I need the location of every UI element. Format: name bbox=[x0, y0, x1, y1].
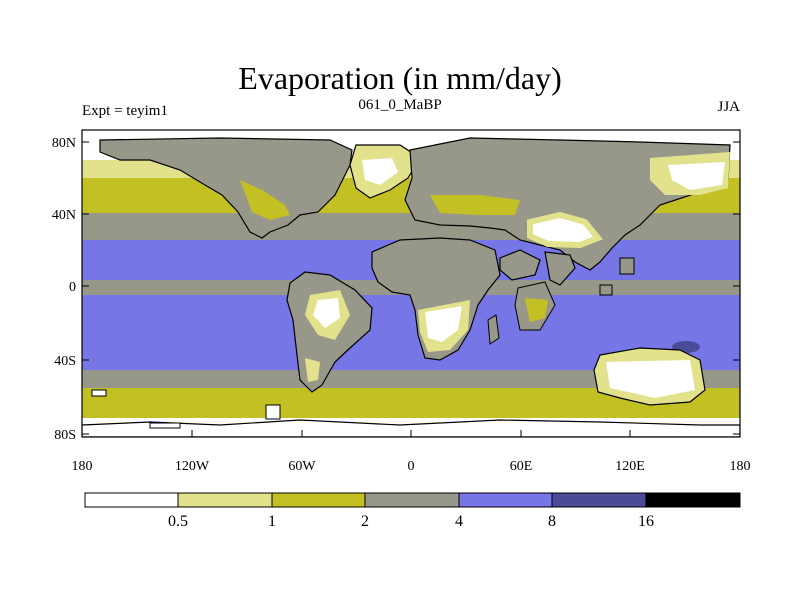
colorbar-label: 4 bbox=[455, 513, 463, 530]
x-tick-label: 60W bbox=[288, 459, 316, 474]
colorbar: 0.5 1 2 4 8 16 bbox=[84, 492, 741, 530]
australia-white-region bbox=[606, 360, 695, 398]
colorbar-swatch bbox=[645, 492, 741, 508]
southeast-asia-island bbox=[619, 257, 635, 275]
colorbar-label: 8 bbox=[548, 513, 556, 530]
y-tick-label: 40N bbox=[52, 208, 76, 223]
south-america-white-region bbox=[313, 298, 340, 328]
colorbar-label: 2 bbox=[361, 513, 369, 530]
greenland-ice bbox=[362, 158, 398, 185]
island-olive-region bbox=[525, 298, 548, 322]
south-africa-white-region bbox=[425, 306, 462, 342]
siberia-white-region bbox=[668, 162, 725, 190]
x-tick-label: 180 bbox=[72, 459, 93, 474]
colorbar-label: 1 bbox=[268, 513, 276, 530]
south-subtropic-band bbox=[82, 370, 740, 388]
colorbar-label: 0.5 bbox=[168, 513, 188, 530]
y-tick-marks bbox=[82, 141, 740, 435]
x-tick-label: 120E bbox=[615, 459, 645, 474]
colorbar-swatch bbox=[84, 492, 179, 508]
x-tick-label: 120W bbox=[175, 459, 210, 474]
colorbar-swatch bbox=[271, 492, 366, 508]
colorbar-swatch bbox=[551, 492, 647, 508]
colorbar-swatch bbox=[364, 492, 460, 508]
north-america-olive-region bbox=[240, 180, 290, 220]
colorbar-label: 16 bbox=[638, 513, 654, 530]
x-tick-marks bbox=[81, 430, 741, 437]
map-field bbox=[82, 130, 740, 437]
season-label: JJA bbox=[717, 99, 740, 115]
colorbar-swatch bbox=[458, 492, 553, 508]
small-island-1 bbox=[91, 389, 107, 397]
x-tick-label: 180 bbox=[730, 459, 751, 474]
central-asia-white-region bbox=[527, 211, 603, 249]
x-tick-label: 0 bbox=[408, 459, 415, 474]
y-tick-label: 80N bbox=[52, 136, 76, 151]
india bbox=[544, 251, 576, 286]
y-tick-label: 80S bbox=[54, 428, 76, 443]
y-tick-label: 0 bbox=[69, 280, 76, 295]
antarctic-peninsula bbox=[265, 404, 281, 420]
small-island-2 bbox=[149, 422, 181, 429]
y-tick-label: 40S bbox=[54, 354, 76, 369]
period-label: 061_0_MaBP bbox=[358, 97, 442, 113]
indonesia-island bbox=[599, 284, 613, 296]
experiment-label: Expt = teyim1 bbox=[82, 103, 168, 119]
antarctica bbox=[82, 419, 740, 437]
colorbar-swatch bbox=[177, 492, 273, 508]
patagonia-light-region bbox=[305, 358, 320, 382]
eurasia-continent bbox=[404, 137, 731, 271]
madagascar bbox=[487, 314, 500, 345]
europe-olive-region bbox=[430, 195, 520, 215]
plot-title: Evaporation (in mm/day) bbox=[238, 60, 562, 96]
arabia bbox=[499, 249, 541, 281]
x-tick-label: 60E bbox=[510, 459, 533, 474]
